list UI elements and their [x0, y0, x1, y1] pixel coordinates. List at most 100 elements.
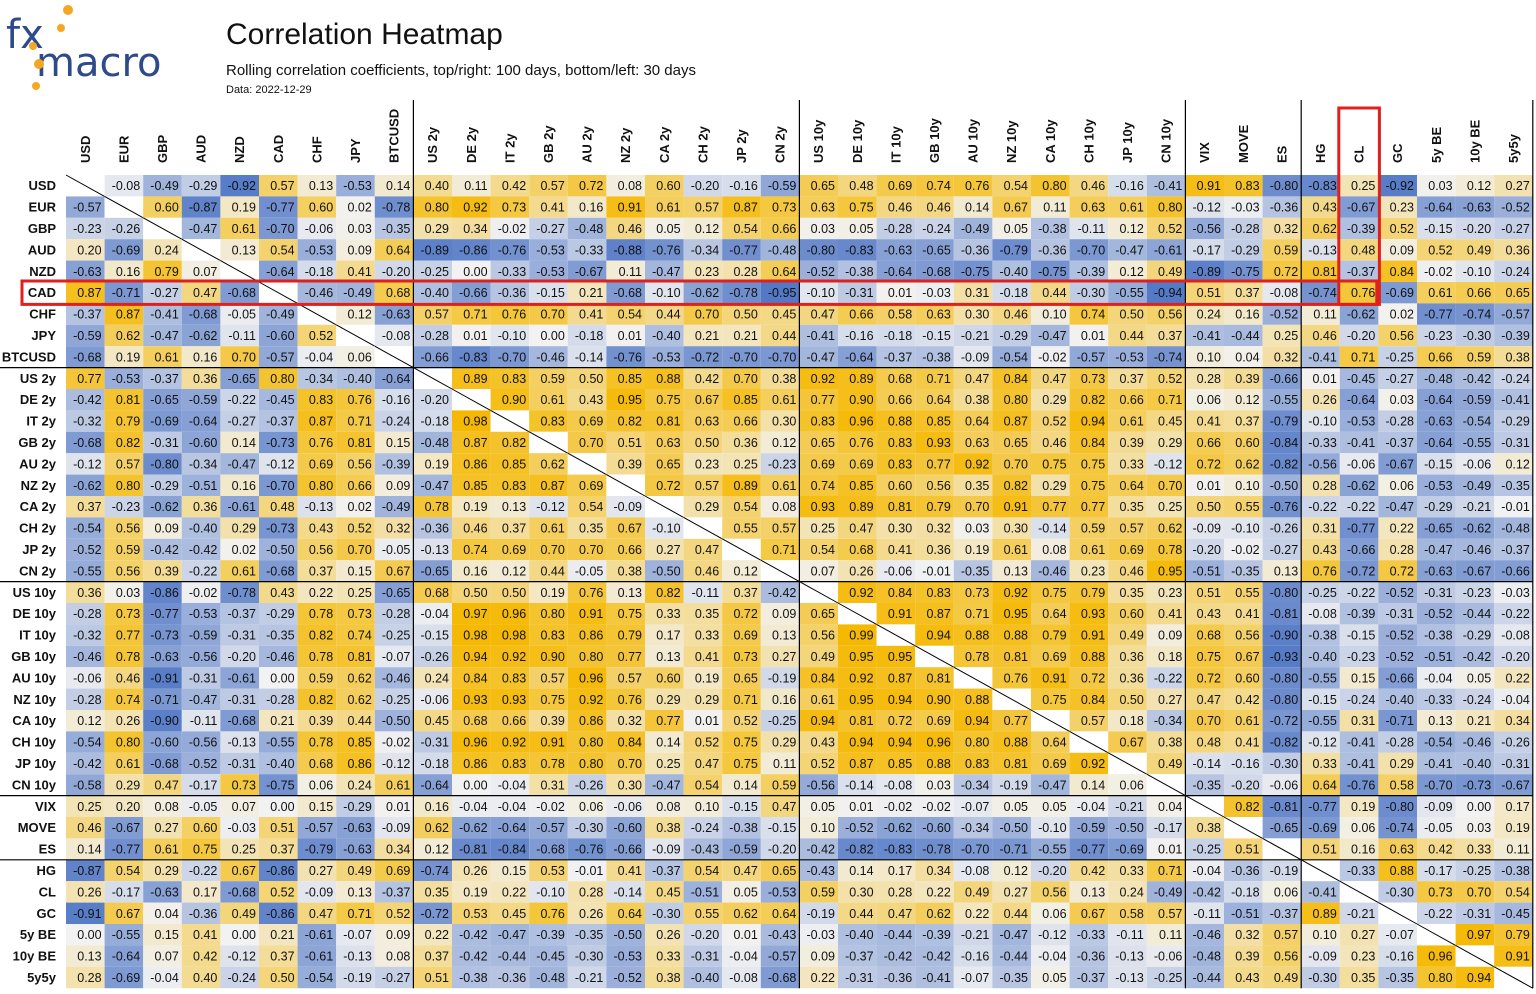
heatmap-cell: [529, 881, 568, 903]
heatmap-cell: [1108, 966, 1147, 989]
heatmap-cell: [606, 688, 645, 710]
heatmap-cell-value: 0.69: [1119, 543, 1143, 557]
heatmap-cell-value: -0.27: [1501, 222, 1530, 236]
heatmap-cell-value: -0.29: [1231, 243, 1260, 257]
heatmap-cell: [336, 752, 375, 775]
heatmap-cell-value: -0.20: [421, 393, 450, 407]
heatmap-cell-value: 0.81: [656, 415, 680, 429]
heatmap-cell-value: 0.36: [733, 436, 757, 450]
heatmap-cell: [760, 431, 800, 454]
heatmap-cell: [1146, 624, 1186, 646]
heatmap-cell: [452, 966, 491, 989]
heatmap-cell-value: 0.69: [926, 714, 950, 728]
heatmap-cell-value: -0.25: [1308, 586, 1337, 600]
heatmap-cell: [1031, 560, 1070, 582]
heatmap-cell-value: 0.44: [656, 308, 680, 322]
heatmap-cell: [259, 624, 298, 646]
heatmap-cell-value: -0.70: [1424, 778, 1453, 792]
logo-dot-icon: [32, 82, 40, 90]
heatmap-cell-value: -0.39: [1347, 222, 1376, 236]
heatmap-cell: [645, 389, 684, 411]
heatmap-cell: [143, 517, 182, 539]
heatmap-cell-value: 0.72: [733, 607, 757, 621]
heatmap-cell-value: -0.52: [1386, 650, 1415, 664]
heatmap-cell: [760, 474, 800, 496]
heatmap-cell-value: -0.38: [1308, 629, 1337, 643]
heatmap-cell: [336, 645, 375, 668]
heatmap-cell: [606, 453, 645, 475]
heatmap-cell-value: 0.38: [772, 372, 796, 386]
heatmap-cell-value: -0.73: [266, 522, 295, 536]
heatmap-cell-value: 0.90: [926, 693, 950, 707]
heatmap-cell: [220, 795, 259, 817]
heatmap-cell-value: 0.74: [1081, 308, 1105, 322]
heatmap-cell-value: 0.19: [1351, 800, 1375, 814]
heatmap-cell-value: -0.15: [1308, 693, 1337, 707]
heatmap-cell-value: -0.52: [1386, 586, 1415, 600]
heatmap-cell-value: -0.39: [1501, 329, 1530, 343]
heatmap-cell: [1185, 966, 1224, 989]
heatmap-cell-value: 0.11: [1313, 308, 1336, 322]
heatmap-cell-value: 0.35: [1351, 971, 1375, 985]
heatmap-cell: [799, 282, 838, 304]
heatmap-cell: [104, 945, 144, 967]
heatmap-cell-value: -0.62: [1347, 308, 1376, 322]
heatmap-cell: [1031, 389, 1070, 411]
heatmap-cell: [953, 367, 993, 389]
heatmap-cell: [915, 431, 954, 454]
diagonal-line: [953, 666, 993, 690]
heatmap-cell: [915, 710, 954, 732]
heatmap-cell-value: 0.67: [1235, 650, 1259, 664]
row-label-gb2y: GB 2y: [18, 435, 56, 450]
heatmap-cell: [374, 560, 414, 582]
heatmap-cell-value: -0.63: [1463, 201, 1492, 215]
heatmap-cell: [1378, 817, 1417, 839]
heatmap-cell: [645, 560, 684, 582]
heatmap-cell-value: 0.33: [1119, 457, 1143, 471]
heatmap-cell: [1301, 282, 1340, 304]
heatmap-cell: [722, 175, 761, 197]
heatmap-cell: [915, 924, 954, 946]
heatmap-cell: [799, 560, 838, 582]
heatmap-cell: [104, 389, 144, 411]
heatmap-cell: [104, 881, 144, 903]
heatmap-cell-value: 0.10: [1235, 479, 1259, 493]
heatmap-cell: [1262, 817, 1302, 839]
heatmap-cell-value: -0.71: [150, 693, 179, 707]
heatmap-cell: [452, 346, 491, 368]
heatmap-cell: [1108, 859, 1147, 882]
heatmap-cell-value: 0.12: [502, 564, 526, 578]
heatmap-cell-value: -0.67: [112, 821, 141, 835]
heatmap-cell: [953, 945, 993, 967]
heatmap-cell-value: -0.50: [1270, 479, 1299, 493]
heatmap-cell: [876, 410, 916, 432]
heatmap-cell-value: 0.54: [811, 543, 835, 557]
heatmap-cell-value: -0.27: [150, 286, 179, 300]
heatmap-cell: [181, 817, 221, 839]
heatmap-cell: [490, 624, 530, 646]
heatmap-cell-value: -0.59: [189, 393, 218, 407]
heatmap-cell-value: 0.54: [116, 864, 140, 878]
heatmap-cell-value: -0.63: [150, 885, 179, 899]
heatmap-cell-value: -0.82: [845, 843, 874, 857]
heatmap-cell-value: 0.27: [1351, 928, 1375, 942]
heatmap-cell-value: -0.65: [922, 243, 951, 257]
heatmap-cell: [259, 603, 298, 625]
heatmap-cell: [490, 817, 530, 839]
heatmap-cell-value: -0.30: [1463, 329, 1492, 343]
heatmap-cell: [1224, 859, 1263, 882]
heatmap-cell: [722, 752, 761, 775]
heatmap-cell-value: -0.55: [1270, 393, 1299, 407]
heatmap-cell-value: 0.36: [193, 372, 217, 386]
heatmap-cell: [799, 924, 838, 946]
heatmap-cell-value: -0.59: [1077, 821, 1106, 835]
heatmap-cell: [1108, 645, 1147, 668]
heatmap-cell-value: 0.03: [116, 586, 140, 600]
heatmap-cell: [66, 217, 105, 240]
heatmap-cell: [838, 196, 877, 218]
heatmap-cell: [529, 217, 568, 240]
heatmap-cell-value: -0.19: [343, 971, 372, 985]
heatmap-cell-value: -0.48: [1501, 522, 1530, 536]
heatmap-cell-value: -0.15: [922, 329, 951, 343]
heatmap-cell: [645, 774, 684, 796]
